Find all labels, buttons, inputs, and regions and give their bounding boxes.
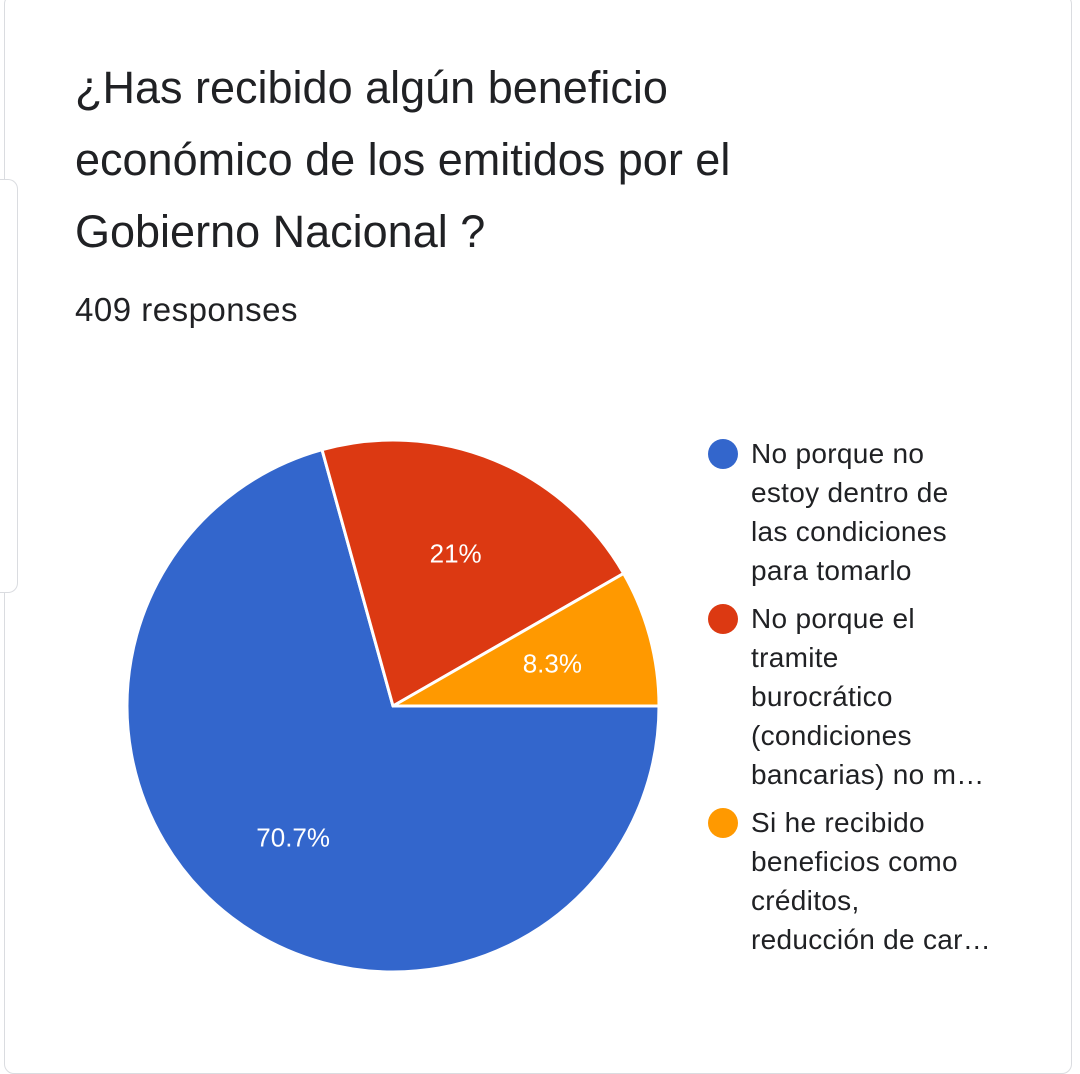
legend-item-3[interactable]: Si he recibido beneficios como créditos, re…: [706, 803, 1036, 959]
legend-label-line: beneficios como: [751, 846, 958, 877]
slice-label-2: 21%: [430, 538, 482, 568]
slice-label-1: 70.7%: [256, 822, 330, 852]
legend-label-line: créditos,: [751, 885, 860, 916]
legend-item-2[interactable]: No porque el tramite burocrático (condicion…: [706, 599, 1036, 794]
legend-label-line: burocrático: [751, 681, 893, 712]
legend-label-line: bancarias) no m…: [751, 759, 985, 790]
side-handle[interactable]: [0, 179, 18, 593]
pie-slice-3[interactable]: [391, 571, 661, 708]
legend-label-line: estoy dentro de: [751, 477, 949, 508]
legend-swatch-1: [708, 439, 738, 469]
legend-label-line: tramite: [751, 642, 839, 673]
legend-label-line: (condiciones: [751, 720, 912, 751]
response-count: 409 responses: [75, 291, 298, 328]
legend-label-line: No porque no: [751, 438, 925, 469]
question-title: ¿Has recibido algún beneficio económico …: [75, 62, 731, 257]
slice-label-3: 8.3%: [523, 648, 582, 678]
pie-slice-2[interactable]: [320, 438, 626, 708]
legend-label-line: No porque el: [751, 603, 915, 634]
pie-slice-1[interactable]: [125, 448, 661, 974]
legend-item-1[interactable]: No porque no estoy dentro de las condicion…: [706, 434, 1036, 590]
legend-label-line: reducción de car…: [751, 924, 992, 955]
legend-label-line: Si he recibido: [751, 807, 925, 838]
legend-label-line: las condiciones: [751, 516, 947, 547]
legend-label-line: para tomarlo: [751, 555, 912, 586]
chart-legend: No porque no estoy dentro de las condicion…: [706, 434, 1036, 968]
legend-swatch-3: [708, 808, 738, 838]
legend-swatch-2: [708, 604, 738, 634]
